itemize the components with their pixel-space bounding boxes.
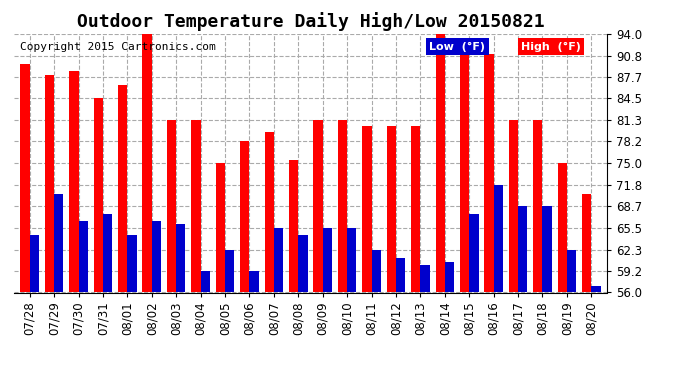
Bar [518,206,527,292]
Text: Low  (°F): Low (°F) [429,42,485,52]
Text: High  (°F): High (°F) [521,42,581,52]
Bar [509,120,518,292]
Bar [460,54,469,292]
Bar [371,250,381,292]
Text: Copyright 2015 Cartronics.com: Copyright 2015 Cartronics.com [20,42,215,51]
Bar [435,34,445,292]
Bar [225,250,235,292]
Bar [21,64,30,292]
Bar [469,214,478,292]
Bar [79,221,88,292]
Bar [411,126,420,292]
Bar [143,34,152,292]
Bar [362,126,371,292]
Bar [118,85,128,292]
Bar [128,235,137,292]
Bar [558,163,567,292]
Bar [94,98,103,292]
Bar [582,194,591,292]
Bar [216,163,225,292]
Bar [567,250,576,292]
Bar [69,71,79,292]
Bar [30,235,39,292]
Bar [591,286,600,292]
Bar [420,265,430,292]
Bar [289,160,298,292]
Bar [54,194,63,292]
Bar [45,75,54,292]
Bar [264,132,274,292]
Bar [493,185,503,292]
Bar [386,126,396,292]
Bar [152,221,161,292]
Bar [274,228,283,292]
Bar [201,271,210,292]
Bar [191,120,201,292]
Bar [323,228,332,292]
Bar [484,54,493,292]
Title: Outdoor Temperature Daily High/Low 20150821: Outdoor Temperature Daily High/Low 20150… [77,12,544,31]
Bar [176,224,186,292]
Bar [347,228,357,292]
Bar [396,258,405,292]
Bar [240,141,250,292]
Bar [445,262,454,292]
Bar [313,120,323,292]
Bar [250,271,259,292]
Bar [298,235,308,292]
Bar [338,120,347,292]
Bar [103,214,112,292]
Bar [533,120,542,292]
Bar [167,120,176,292]
Bar [542,206,552,292]
